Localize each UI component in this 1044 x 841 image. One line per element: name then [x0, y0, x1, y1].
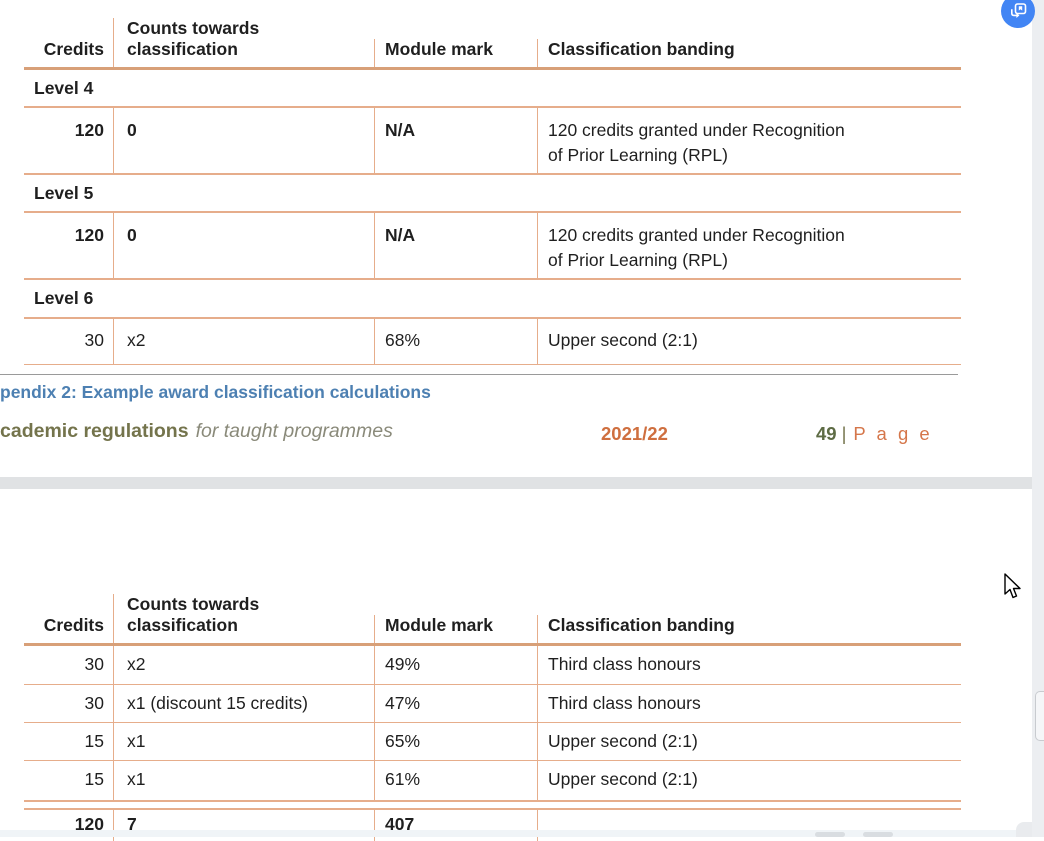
cell-credits: 30: [84, 693, 104, 713]
cell-module-mark: 47%: [374, 685, 537, 722]
col-header-counts: Counts towards classification: [113, 18, 374, 67]
cell-banding: Upper second (2:1): [537, 761, 961, 800]
page-number-separator: |: [841, 423, 847, 444]
table-row: 30 x2 49% Third class honours: [24, 646, 961, 685]
toolbar-button-partial[interactable]: [863, 832, 893, 837]
bottom-toolbar-partial: [0, 830, 1032, 837]
cell-banding: Third class honours: [537, 646, 961, 684]
pdf-page-49: Credits Counts towards classification Mo…: [0, 8, 961, 445]
cell-module-mark: 49%: [374, 646, 537, 684]
col-header-credits: Credits: [43, 615, 104, 635]
table-row: 30 x2 68% Upper second (2:1): [24, 319, 961, 365]
classification-table-page2: Credits Counts towards classification Mo…: [24, 582, 961, 841]
col-header-counts: Counts towards classification: [113, 594, 374, 643]
page-number: 49: [816, 423, 837, 444]
col-header-banding: Classification banding: [537, 615, 961, 643]
cell-credits: 120: [74, 225, 104, 245]
page-word: P a g e: [853, 423, 933, 444]
table-header-row: Credits Counts towards classification Mo…: [24, 8, 961, 70]
cell-counts: x2: [113, 646, 374, 684]
cell-total-counts: 7: [113, 810, 374, 841]
collections-extension-button[interactable]: [1001, 0, 1035, 28]
cell-module-mark: 61%: [374, 761, 537, 800]
level-5-row: Level 5: [24, 175, 961, 213]
pdf-page-50: Credits Counts towards classification Mo…: [0, 489, 1032, 841]
total-row-divider: [24, 800, 961, 810]
cell-banding: 120 credits granted under Recognition of…: [537, 108, 961, 173]
cell-module-mark: 65%: [374, 723, 537, 760]
level-4-row: Level 4: [24, 70, 961, 108]
collections-icon: [1011, 3, 1027, 18]
banding-line: 120 credits granted under Recognition: [548, 120, 845, 140]
academic-year: 2021/22: [601, 423, 668, 444]
table-row: 30 x1 (discount 15 credits) 47% Third cl…: [24, 685, 961, 723]
cell-banding: 120 credits granted under Recognition of…: [537, 213, 961, 278]
document-title-italic: for taught programmes: [195, 420, 393, 442]
appendix-heading: pendix 2: Example award classification c…: [0, 382, 431, 402]
document-title-bold: cademic regulations: [0, 420, 189, 442]
page-number-block: 49 | P a g e: [816, 423, 933, 445]
col-header-module-mark: Module mark: [374, 615, 537, 643]
banding-line: of Prior Learning (RPL): [548, 145, 728, 165]
classification-table-page1: Credits Counts towards classification Mo…: [24, 8, 961, 365]
col-header-credits: Credits: [43, 39, 104, 59]
cell-total-mark: 407: [374, 810, 537, 841]
cell-counts: x1: [113, 723, 374, 760]
cell-credits: 15: [84, 769, 104, 789]
footer-divider: [0, 374, 958, 375]
scrollbar-thumb[interactable]: [1035, 691, 1044, 741]
cell-module-mark: N/A: [374, 108, 537, 173]
toolbar-button-partial[interactable]: [815, 832, 845, 837]
scrollbar-track[interactable]: [1032, 0, 1044, 837]
table-row: 120 0 N/A 120 credits granted under Reco…: [24, 108, 961, 175]
cell-module-mark: 68%: [374, 319, 537, 364]
cell-counts: 0: [113, 108, 374, 173]
cell-total-credits: 120: [74, 814, 104, 834]
cell-module-mark: N/A: [374, 213, 537, 278]
cell-counts: 0: [113, 213, 374, 278]
cell-banding: Upper second (2:1): [537, 723, 961, 760]
col-header-module-mark: Module mark: [374, 39, 537, 67]
table-row: 120 0 N/A 120 credits granted under Reco…: [24, 213, 961, 280]
cell-credits: 30: [84, 330, 104, 350]
table-row: 15 x1 61% Upper second (2:1): [24, 761, 961, 800]
cell-counts: x2: [113, 319, 374, 364]
banding-line: of Prior Learning (RPL): [548, 250, 728, 270]
cell-banding: Upper second (2:1): [537, 319, 961, 364]
cell-counts: x1: [113, 761, 374, 800]
table-row: 15 x1 65% Upper second (2:1): [24, 723, 961, 761]
cell-total-banding: [537, 810, 961, 841]
cell-credits: 120: [74, 120, 104, 140]
table-header-row: Credits Counts towards classification Mo…: [24, 582, 961, 646]
page-gap: [0, 477, 1032, 489]
document-title: cademic regulations for taught programmes: [0, 420, 393, 443]
cell-credits: 15: [84, 731, 104, 751]
cell-counts: x1 (discount 15 credits): [113, 685, 374, 722]
level-6-row: Level 6: [24, 280, 961, 319]
total-row: 120 7 407: [24, 810, 961, 841]
banding-line: 120 credits granted under Recognition: [548, 225, 845, 245]
cell-credits: 30: [84, 654, 104, 674]
col-header-banding: Classification banding: [537, 39, 961, 67]
cell-banding: Third class honours: [537, 685, 961, 722]
